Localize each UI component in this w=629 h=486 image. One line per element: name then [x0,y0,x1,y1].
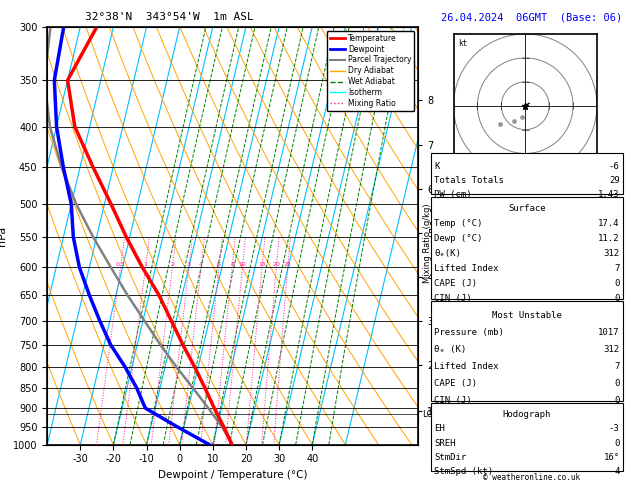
Text: Lifted Index: Lifted Index [434,264,499,273]
Text: 17.4: 17.4 [598,219,620,228]
Text: 2: 2 [170,262,174,267]
Text: CIN (J): CIN (J) [434,397,472,405]
Text: 11.2: 11.2 [598,234,620,243]
Text: LCL: LCL [422,410,437,419]
Text: Mixing Ratio (g/kg): Mixing Ratio (g/kg) [423,203,432,283]
Text: 15: 15 [258,262,266,267]
Text: 1: 1 [143,262,147,267]
Text: 20: 20 [272,262,281,267]
Y-axis label: hPa: hPa [0,226,8,246]
Text: Dewp (°C): Dewp (°C) [434,234,482,243]
Text: 4: 4 [614,467,620,476]
Text: 1.43: 1.43 [598,190,620,199]
Text: 3: 3 [187,262,191,267]
Text: Hodograph: Hodograph [503,410,551,419]
Text: Totals Totals: Totals Totals [434,176,504,185]
Text: StmSpd (kt): StmSpd (kt) [434,467,493,476]
Text: -3: -3 [609,424,620,434]
Text: © weatheronline.co.uk: © weatheronline.co.uk [483,473,580,482]
Text: 0: 0 [614,295,620,303]
Text: 32°38'N  343°54'W  1m ASL: 32°38'N 343°54'W 1m ASL [86,12,254,22]
Text: StmDir: StmDir [434,453,466,462]
Text: 0: 0 [614,379,620,388]
Text: 4: 4 [199,262,203,267]
Text: Surface: Surface [508,204,545,213]
Text: 312: 312 [603,249,620,259]
Text: Temp (°C): Temp (°C) [434,219,482,228]
Text: 29: 29 [609,176,620,185]
Text: K: K [434,162,440,172]
Text: kt: kt [459,39,467,48]
Text: θₑ(K): θₑ(K) [434,249,461,259]
Text: 7: 7 [614,264,620,273]
Text: 25: 25 [284,262,292,267]
X-axis label: Dewpoint / Temperature (°C): Dewpoint / Temperature (°C) [158,470,308,480]
Text: θₑ (K): θₑ (K) [434,345,466,354]
Text: 10: 10 [238,262,247,267]
Text: 6: 6 [217,262,221,267]
Text: CIN (J): CIN (J) [434,295,472,303]
Text: 8: 8 [230,262,234,267]
Text: Lifted Index: Lifted Index [434,362,499,371]
Text: 7: 7 [614,362,620,371]
Text: CAPE (J): CAPE (J) [434,279,477,288]
Text: -6: -6 [609,162,620,172]
Y-axis label: km
ASL: km ASL [447,214,465,236]
Text: 312: 312 [603,345,620,354]
Text: Pressure (mb): Pressure (mb) [434,328,504,337]
Text: PW (cm): PW (cm) [434,190,472,199]
Legend: Temperature, Dewpoint, Parcel Trajectory, Dry Adiabat, Wet Adiabat, Isotherm, Mi: Temperature, Dewpoint, Parcel Trajectory… [326,31,415,111]
Text: 0: 0 [614,397,620,405]
Text: EH: EH [434,424,445,434]
Text: Most Unstable: Most Unstable [492,311,562,320]
Text: 16°: 16° [603,453,620,462]
Text: 0: 0 [614,438,620,448]
Text: SREH: SREH [434,438,455,448]
Text: 26.04.2024  06GMT  (Base: 06): 26.04.2024 06GMT (Base: 06) [441,12,622,22]
Text: 1017: 1017 [598,328,620,337]
Text: 0.5: 0.5 [116,262,125,267]
Text: CAPE (J): CAPE (J) [434,379,477,388]
Text: 0: 0 [614,279,620,288]
